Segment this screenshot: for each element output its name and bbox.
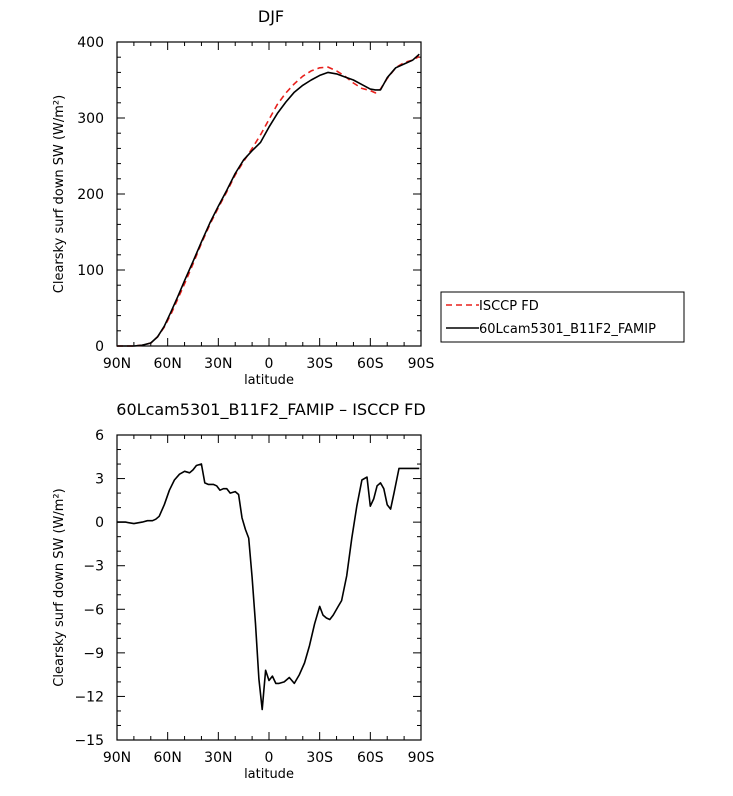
chart-title: DJF — [258, 7, 284, 26]
series-line-0 — [117, 55, 420, 347]
y-tick-label: 0 — [95, 515, 104, 531]
x-tick-label: 60S — [357, 750, 384, 766]
x-tick-label: 90N — [103, 750, 131, 766]
top-panel: 90N 60N 30N 0 30S 60S 90S 0 100 200 300 400 DJF latit… — [52, 7, 685, 388]
y-tick-label: −3 — [83, 559, 104, 575]
x-axis-label: latitude — [244, 767, 294, 782]
x-tick-label: 30N — [204, 356, 232, 372]
y-tick-label: 400 — [77, 35, 104, 51]
x-tick-label: 30S — [306, 356, 333, 372]
x-tick-label: 60N — [154, 750, 182, 766]
x-tick-label: 90N — [103, 356, 131, 372]
plot-frame — [116, 434, 422, 741]
x-tick-label: 60N — [154, 356, 182, 372]
y-tick-label: −15 — [74, 733, 104, 749]
y-tick-label: 3 — [95, 472, 104, 488]
y-axis-label: Clearsky surf down SW (W/m²) — [52, 95, 67, 293]
bottom-panel: 90N 60N 30N 0 30S 60S 90S −15 −12 −9 −6 −3 0 3 6 60Lcam… — [52, 400, 434, 782]
x-tick-label: 90S — [408, 356, 435, 372]
y-tick-label: 100 — [77, 263, 104, 279]
legend-label: 60Lcam5301_B11F2_FAMIP — [479, 322, 656, 337]
y-axis-label: Clearsky surf down SW (W/m²) — [52, 488, 67, 686]
legend-box — [440, 291, 685, 343]
y-tick-label: 6 — [95, 428, 104, 444]
series-line-1 — [117, 53, 420, 347]
y-tick-label: −6 — [83, 602, 104, 618]
x-tick-label: 30S — [306, 750, 333, 766]
series-line-0 — [117, 463, 420, 711]
y-tick-label: 200 — [77, 187, 104, 203]
y-tick-label: 0 — [95, 339, 104, 355]
x-tick-label: 0 — [265, 750, 274, 766]
legend-label: ISCCP FD — [479, 299, 539, 314]
x-tick-label: 30N — [204, 750, 232, 766]
y-tick-label: 300 — [77, 111, 104, 127]
y-tick-label: −9 — [83, 646, 104, 662]
plot-frame — [116, 41, 422, 347]
x-tick-label: 90S — [408, 750, 435, 766]
y-tick-label: −12 — [74, 689, 104, 705]
chart-title: 60Lcam5301_B11F2_FAMIP – ISCCP FD — [116, 400, 425, 420]
x-tick-label: 0 — [265, 356, 274, 372]
x-axis-label: latitude — [244, 373, 294, 388]
x-tick-label: 60S — [357, 356, 384, 372]
